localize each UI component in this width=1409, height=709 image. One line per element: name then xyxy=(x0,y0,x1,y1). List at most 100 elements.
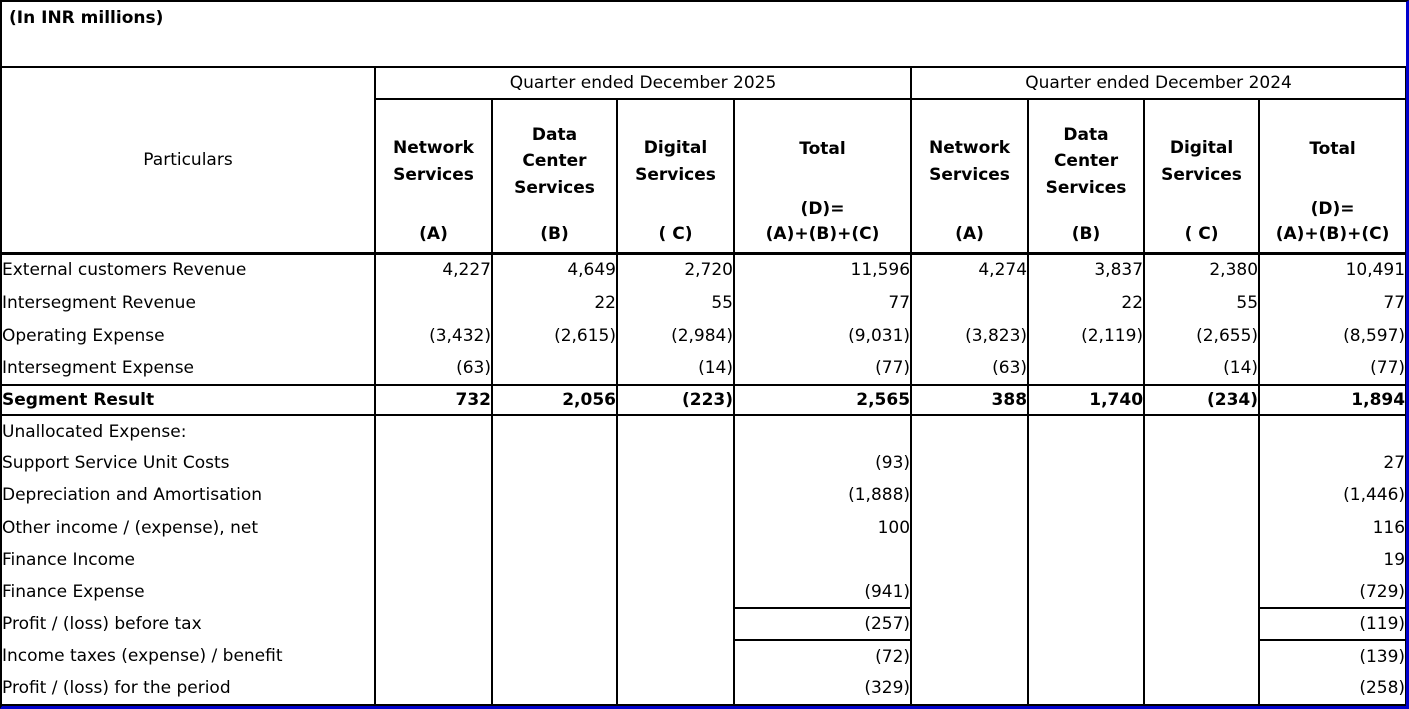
cell-value xyxy=(910,575,1029,609)
cell-value: (14) xyxy=(616,352,734,385)
table-row: Finance Expense (941) (729) xyxy=(2,575,1406,609)
cell-value xyxy=(1027,415,1145,448)
table-row: Intersegment Revenue 22 55 77 22 55 77 xyxy=(2,286,1406,319)
column-header-2024-data-center-services: Data Center Services (B) xyxy=(1027,99,1145,255)
cell-value: 4,274 xyxy=(910,253,1029,286)
cell-value xyxy=(1027,575,1145,609)
cell-value xyxy=(374,672,492,706)
cell-value xyxy=(616,608,734,641)
cell-value: 77 xyxy=(1258,286,1406,319)
cell-value xyxy=(1143,415,1260,448)
cell-value: 55 xyxy=(1143,286,1260,319)
group-header-q2025: Quarter ended December 2025 xyxy=(373,67,912,100)
cell-value: (257) xyxy=(732,607,912,642)
column-code: (D)= (A)+(B)+(C) xyxy=(765,198,880,245)
cell-value: (2,984) xyxy=(616,319,734,352)
cell-value xyxy=(374,543,492,576)
cell-value: (9,031) xyxy=(732,319,912,352)
column-header-2025-network-services: Network Services (A) xyxy=(374,99,492,255)
cell-value xyxy=(374,511,492,544)
cell-label: Segment Result xyxy=(2,384,375,416)
table-row: Income taxes (expense) / benefit (72) (139… xyxy=(2,640,1406,673)
column-header-2024-network-services: Network Services (A) xyxy=(910,99,1029,255)
column-code: (D)= (A)+(B)+(C) xyxy=(1275,198,1390,245)
cell-value: (234) xyxy=(1143,384,1260,416)
column-header-row: Network Services (A) Data Center Services (… xyxy=(2,99,1406,255)
cell-value: (72) xyxy=(732,640,912,673)
cell-value xyxy=(910,672,1029,706)
cell-label: Operating Expense xyxy=(2,325,165,346)
cell-value: (223) xyxy=(616,384,734,416)
cell-value: (139) xyxy=(1258,640,1406,673)
column-code: ( C) xyxy=(658,224,693,245)
cell-value: (2,615) xyxy=(491,319,617,352)
cell-value xyxy=(491,415,617,448)
cell-value xyxy=(910,415,1029,448)
cell-value xyxy=(1027,479,1145,512)
cell-value: 27 xyxy=(1258,447,1406,480)
cell-value: (1,446) xyxy=(1258,479,1406,512)
cell-value xyxy=(910,511,1029,544)
column-name: Digital Services xyxy=(1161,138,1242,185)
units-label: (In INR millions) xyxy=(9,8,164,28)
cell-label: External customers Revenue xyxy=(2,260,247,281)
cell-label: Intersegment Revenue xyxy=(2,292,196,313)
cell-value: (2,119) xyxy=(1027,319,1145,352)
particulars-header: Particulars xyxy=(2,67,375,255)
cell-value xyxy=(616,672,734,706)
cell-value xyxy=(1027,447,1145,480)
column-code: (B) xyxy=(540,224,569,245)
cell-value: (2,655) xyxy=(1143,319,1260,352)
cell-value xyxy=(491,608,617,641)
cell-value xyxy=(374,447,492,480)
cell-value xyxy=(732,415,912,448)
cell-value xyxy=(910,608,1029,641)
table-row: Unallocated Expense: xyxy=(2,415,1406,448)
cell-value xyxy=(1143,479,1260,512)
cell-value xyxy=(910,447,1029,480)
cell-value xyxy=(1258,415,1406,448)
cell-value xyxy=(1027,672,1145,706)
cell-value: 4,649 xyxy=(491,253,617,286)
column-name: Digital Services xyxy=(635,138,716,185)
cell-value: (729) xyxy=(1258,575,1406,609)
cell-value: 2,720 xyxy=(616,253,734,286)
cell-value xyxy=(491,352,617,385)
cell-value: (1,888) xyxy=(732,479,912,512)
column-name: Data Center Services xyxy=(1045,124,1127,198)
cell-value: (63) xyxy=(374,352,492,385)
cell-value xyxy=(374,640,492,673)
cell-label: Profit / (loss) for the period xyxy=(2,672,375,706)
cell-value xyxy=(616,543,734,576)
cell-label: Unallocated Expense: xyxy=(2,421,187,442)
cell-value: (3,823) xyxy=(910,319,1029,352)
cell-value: 4,227 xyxy=(374,253,492,286)
column-code: (A) xyxy=(419,224,448,245)
cell-value xyxy=(910,543,1029,576)
table-row: Depreciation and Amortisation (1,888) (1,4… xyxy=(2,479,1406,512)
cell-value xyxy=(910,479,1029,512)
cell-value: 388 xyxy=(910,384,1029,416)
cell-value xyxy=(910,640,1029,673)
cell-value xyxy=(491,543,617,576)
cell-value: (258) xyxy=(1258,672,1406,706)
cell-value xyxy=(1143,640,1260,673)
cell-value: (3,432) xyxy=(374,319,492,352)
cell-value xyxy=(1143,575,1260,609)
cell-value: 2,056 xyxy=(491,384,617,416)
cell-value xyxy=(1143,543,1260,576)
cell-label: Finance Income xyxy=(2,549,135,570)
cell-value: 22 xyxy=(491,286,617,319)
cell-value: (93) xyxy=(732,447,912,480)
cell-value xyxy=(616,575,734,609)
cell-value: (14) xyxy=(1143,352,1260,385)
cell-value xyxy=(1143,608,1260,641)
cell-value xyxy=(374,608,492,641)
cell-label: Intersegment Expense xyxy=(2,358,195,378)
cell-value: 732 xyxy=(374,384,492,416)
cell-value xyxy=(491,479,617,512)
cell-value xyxy=(491,640,617,673)
table-row: Segment Result 732 2,056 (223) 2,565 388 1,740… xyxy=(2,384,1406,416)
table-row: Intersegment Expense (63) (14) (77) (63) (14)… xyxy=(2,352,1406,385)
